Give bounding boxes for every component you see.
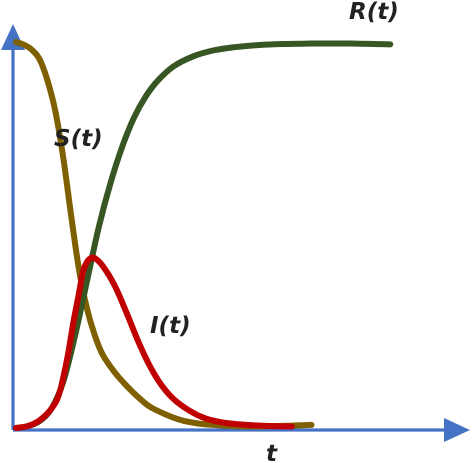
x-axis-label: t	[266, 441, 278, 463]
series-layer	[13, 39, 394, 431]
series-it-line	[13, 254, 295, 431]
x-axis-arrow-icon	[444, 418, 470, 442]
series-label-it: I(t)	[150, 313, 191, 339]
series-st-line	[13, 39, 315, 430]
series-label-rt: R(t)	[349, 0, 399, 25]
labels-layer: S(t) I(t) R(t) t	[54, 0, 399, 463]
series-label-st: S(t)	[54, 126, 103, 152]
